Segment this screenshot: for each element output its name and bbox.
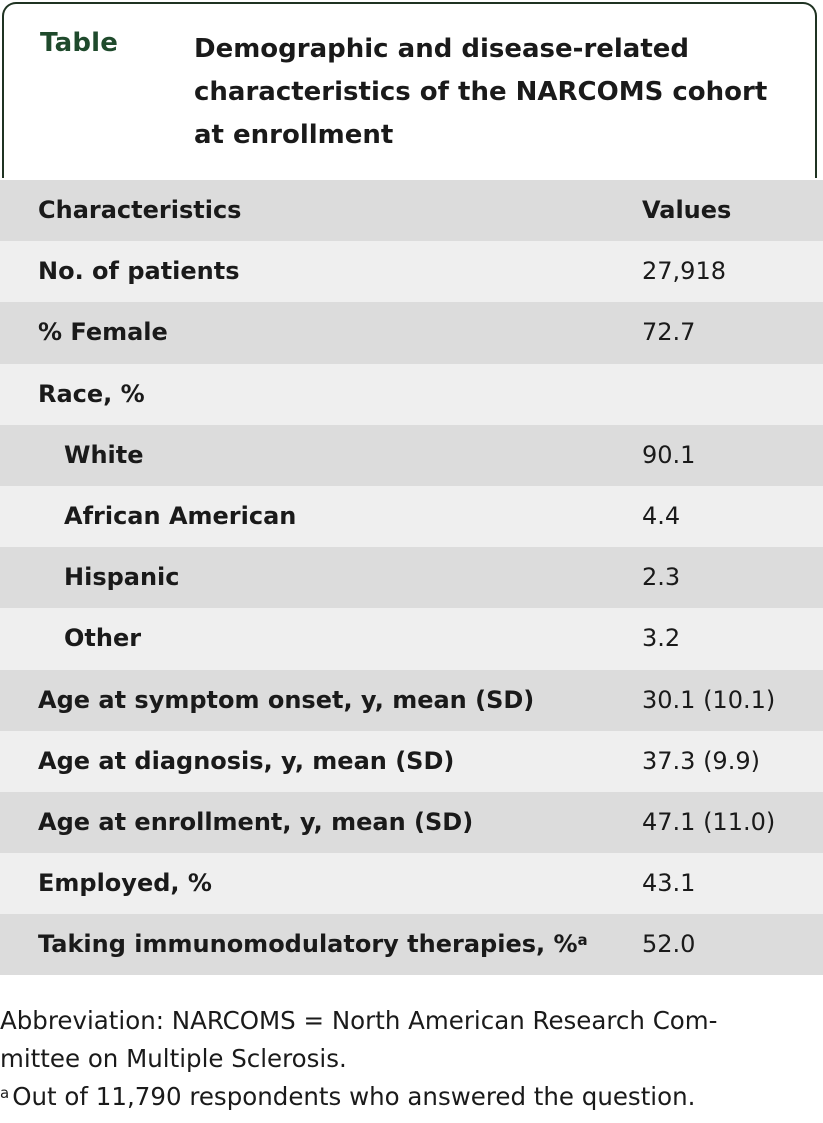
table-caption-box: Table Demographic and disease-related ch… bbox=[2, 2, 817, 178]
table-title: Demographic and disease-related characte… bbox=[194, 28, 804, 157]
table-row: Age at diagnosis, y, mean (SD) 37.3 (9.9… bbox=[0, 730, 823, 792]
row-label: Taking immunomodulatory therapies, %a bbox=[38, 914, 588, 975]
footnote-text: Out of 11,790 respondents who answered t… bbox=[12, 1082, 696, 1111]
row-label: Age at enrollment, y, mean (SD) bbox=[38, 807, 474, 836]
characteristics-table: Characteristics Values No. of patients 2… bbox=[0, 180, 823, 976]
row-label: Age at symptom onset, y, mean (SD) bbox=[38, 685, 535, 714]
row-label: No. of patients bbox=[38, 257, 240, 286]
row-value: 27,918 bbox=[642, 257, 726, 286]
table-row: White 90.1 bbox=[0, 424, 823, 486]
row-value: 47.1 (11.0) bbox=[642, 807, 776, 836]
table-row: African American 4.4 bbox=[0, 485, 823, 548]
row-label: % Female bbox=[38, 318, 168, 347]
footnote-a: a Out of 11,790 respondents who answered … bbox=[0, 1078, 823, 1116]
column-header-characteristics: Characteristics bbox=[38, 196, 242, 224]
table-row: Other 3.2 bbox=[0, 608, 823, 670]
row-label: Hispanic bbox=[64, 563, 180, 592]
table-label: Table bbox=[40, 28, 119, 58]
row-value: 3.2 bbox=[642, 624, 681, 653]
table-row: Age at symptom onset, y, mean (SD) 30.1 … bbox=[0, 669, 823, 731]
row-value: 37.3 (9.9) bbox=[642, 746, 760, 775]
row-label: African American bbox=[64, 501, 297, 530]
footnote-marker: a bbox=[0, 1084, 10, 1102]
abbreviation-note-line: mittee on Multiple Sclerosis. bbox=[0, 1044, 347, 1073]
footnote-marker: a bbox=[577, 931, 588, 950]
row-value: 43.1 bbox=[642, 869, 696, 898]
row-value: 52.0 bbox=[642, 930, 696, 959]
table-title-line: Demographic and disease-related bbox=[194, 34, 690, 64]
table-row: Age at enrollment, y, mean (SD) 47.1 (11… bbox=[0, 791, 823, 854]
table-header-row: Characteristics Values bbox=[0, 180, 823, 242]
table-footnotes: Abbreviation: NARCOMS = North American R… bbox=[0, 1002, 823, 1116]
table-row: Race, % bbox=[0, 363, 823, 425]
row-value: 4.4 bbox=[642, 501, 681, 530]
row-label-text: Taking immunomodulatory therapies, % bbox=[38, 930, 578, 959]
row-label: Employed, % bbox=[38, 869, 212, 898]
table-row: No. of patients 27,918 bbox=[0, 241, 823, 303]
row-value: 30.1 (10.1) bbox=[642, 685, 776, 714]
table-title-line: characteristics of the NARCOMS cohort bbox=[194, 77, 768, 107]
row-value: 2.3 bbox=[642, 563, 681, 592]
table-row: Hispanic 2.3 bbox=[0, 547, 823, 609]
table-row: Employed, % 43.1 bbox=[0, 853, 823, 915]
row-label: Age at diagnosis, y, mean (SD) bbox=[38, 746, 455, 775]
row-value: 72.7 bbox=[642, 318, 696, 347]
abbreviation-note-line: Abbreviation: NARCOMS = North American R… bbox=[0, 1006, 718, 1035]
row-label: White bbox=[64, 440, 144, 469]
table-title-line: at enrollment bbox=[194, 120, 394, 150]
row-value: 90.1 bbox=[642, 440, 696, 469]
row-label: Race, % bbox=[38, 379, 145, 408]
table-row: % Female 72.7 bbox=[0, 302, 823, 364]
row-label: Other bbox=[64, 624, 142, 653]
column-header-values: Values bbox=[642, 196, 732, 224]
table-row: Taking immunomodulatory therapies, %a 52… bbox=[0, 914, 823, 976]
